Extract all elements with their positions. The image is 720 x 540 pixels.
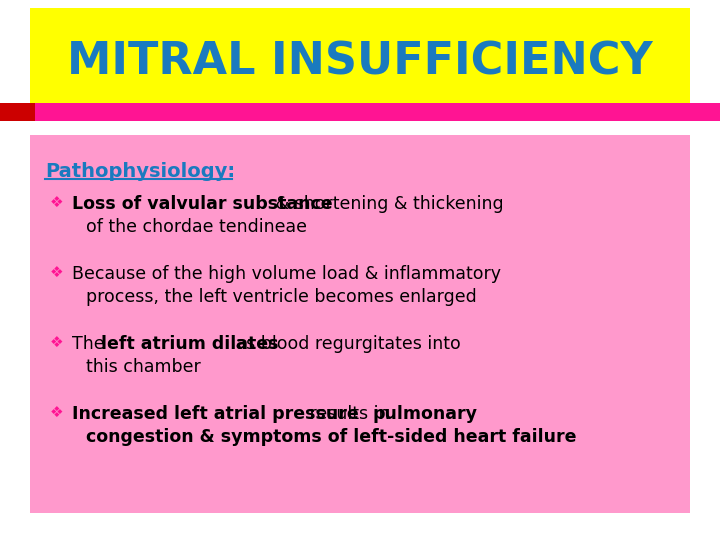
Bar <box>0 103 720 121</box>
FancyBboxPatch shape <box>30 135 690 513</box>
Text: ❖: ❖ <box>50 335 63 350</box>
FancyBboxPatch shape <box>30 8 690 103</box>
Text: ❖: ❖ <box>50 405 63 420</box>
Text: Pathophysiology:: Pathophysiology: <box>45 162 235 181</box>
Text: The: The <box>72 335 110 353</box>
Text: pulmonary: pulmonary <box>372 405 477 423</box>
Text: as blood regurgitates into: as blood regurgitates into <box>230 335 461 353</box>
Text: Because of the high volume load & inflammatory: Because of the high volume load & inflam… <box>72 265 501 283</box>
Text: ❖: ❖ <box>50 265 63 280</box>
Text: this chamber: this chamber <box>86 358 201 376</box>
Text: MITRAL INSUFFICIENCY: MITRAL INSUFFICIENCY <box>67 40 653 84</box>
Text: ❖: ❖ <box>50 195 63 210</box>
Text: congestion & symptoms of left-sided heart failure: congestion & symptoms of left-sided hear… <box>86 428 577 446</box>
Bar <box>0 103 35 121</box>
Text: of the chordae tendineae: of the chordae tendineae <box>86 218 307 236</box>
Text: Increased left atrial pressure: Increased left atrial pressure <box>72 405 359 423</box>
Text: left atrium dilates: left atrium dilates <box>101 335 279 353</box>
Text: & shortening & thickening: & shortening & thickening <box>270 195 503 213</box>
Text: process, the left ventricle becomes enlarged: process, the left ventricle becomes enla… <box>86 288 477 306</box>
Text: Loss of valvular substance: Loss of valvular substance <box>72 195 333 213</box>
Text: results in: results in <box>304 405 395 423</box>
